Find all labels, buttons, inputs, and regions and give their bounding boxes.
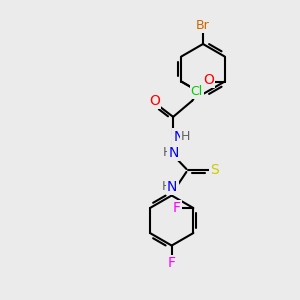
Text: H: H	[162, 180, 171, 193]
Text: Br: Br	[196, 19, 210, 32]
Text: F: F	[172, 201, 181, 215]
Text: O: O	[203, 73, 214, 87]
Text: Cl: Cl	[191, 85, 203, 98]
Text: N: N	[169, 146, 179, 160]
Text: F: F	[168, 256, 176, 270]
Text: H: H	[163, 146, 172, 159]
Text: S: S	[210, 164, 219, 178]
Text: H: H	[181, 130, 190, 143]
Text: N: N	[173, 130, 184, 144]
Text: N: N	[167, 180, 178, 194]
Text: O: O	[149, 94, 160, 108]
